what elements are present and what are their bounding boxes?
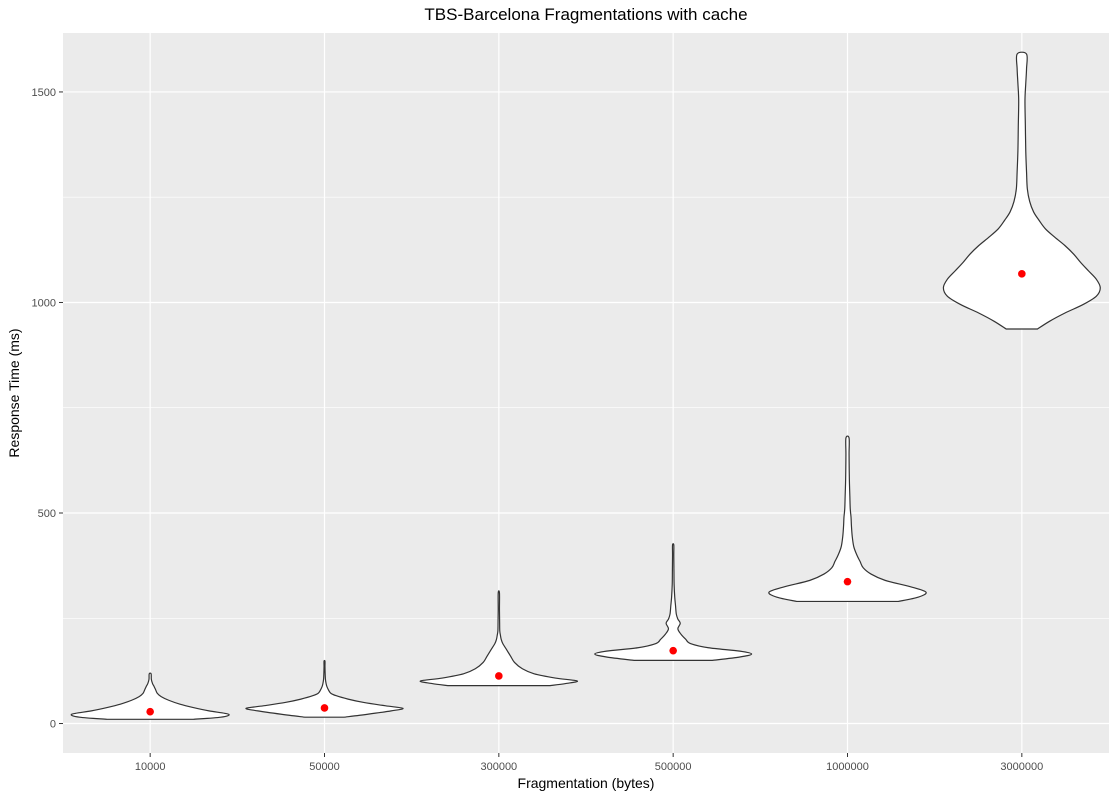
- x-axis-ticks: 10000 50000 300000 500000 1000000 3000000: [135, 753, 1043, 773]
- mean-point-50000: [320, 704, 329, 712]
- mean-point-3000000: [1018, 270, 1026, 278]
- x-axis-title: Fragmentation (bytes): [518, 775, 655, 791]
- chart-title: TBS-Barcelona Fragmentations with cache: [424, 5, 747, 24]
- mean-point-300000: [495, 672, 503, 680]
- y-tick-label: 500: [38, 508, 56, 520]
- y-tick-label: 0: [50, 719, 56, 731]
- mean-point-1000000: [843, 577, 852, 586]
- violin-3000000: [942, 51, 1101, 330]
- y-tick-label: 1000: [32, 297, 56, 309]
- violin-300000: [419, 590, 579, 687]
- mean-point-10000: [146, 707, 154, 716]
- y-tick-label: 1500: [32, 87, 56, 99]
- plot-panel: [63, 33, 1109, 753]
- violin-1000000: [768, 435, 927, 603]
- mean-point-500000: [669, 646, 677, 655]
- x-tick-label: 3000000: [1000, 761, 1043, 773]
- x-tick-label: 500000: [655, 761, 692, 773]
- violins: [70, 51, 1101, 720]
- y-axis-title: Response Time (ms): [6, 328, 22, 457]
- x-tick-label: 300000: [480, 761, 517, 773]
- violin-50000: [245, 659, 404, 718]
- violin-500000: [594, 543, 753, 661]
- x-tick-label: 50000: [309, 761, 340, 773]
- x-tick-label: 10000: [135, 761, 166, 773]
- mean-points: [146, 270, 1026, 716]
- x-tick-label: 1000000: [826, 761, 869, 773]
- y-axis-ticks: 0 500 1000 1500: [32, 87, 63, 731]
- violin-10000: [70, 672, 230, 720]
